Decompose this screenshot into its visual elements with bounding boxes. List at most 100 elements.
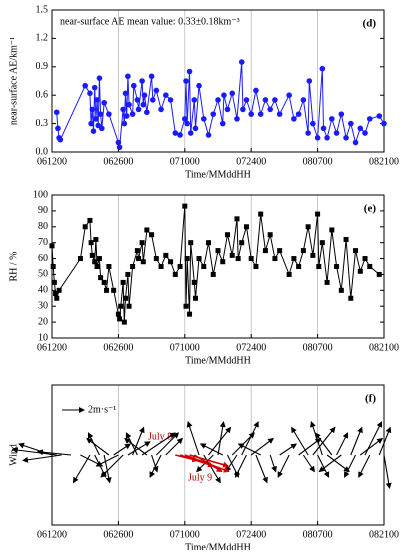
wind-vector (277, 454, 290, 478)
data-point (305, 130, 311, 136)
x-tick-label: 082100 (369, 529, 399, 540)
data-point (139, 240, 145, 246)
data-point (106, 111, 112, 117)
data-point (329, 116, 335, 122)
annotation: July 9 (188, 472, 212, 483)
y-tick-label: 60 (38, 253, 48, 264)
data-point (196, 256, 202, 262)
x-tick-label: 072400 (236, 342, 266, 353)
data-point (153, 87, 160, 94)
wind-vector (72, 454, 91, 484)
data-point (122, 90, 129, 97)
wind-vector (312, 426, 336, 456)
wind-vector (336, 432, 349, 456)
wind-vector (124, 437, 148, 456)
x-tick-label: 061200 (37, 156, 67, 167)
annotation: near-surface AE mean value: 0.33±0.18km⁻… (60, 16, 240, 27)
y-tick-label: 1.5 (36, 4, 49, 15)
data-point (121, 319, 127, 325)
data-point (149, 232, 155, 238)
data-point (316, 264, 322, 269)
data-point (201, 264, 207, 269)
wind-vector (208, 426, 232, 456)
data-point (121, 120, 128, 127)
x-tick-label: 061200 (37, 342, 67, 353)
data-point (123, 113, 130, 119)
data-point (348, 120, 354, 127)
data-point (257, 111, 264, 117)
data-point (123, 295, 129, 301)
data-point (53, 291, 59, 297)
data-point (130, 264, 136, 269)
data-point (187, 130, 194, 136)
data-point (296, 264, 302, 269)
x-axis-label: Time/MMddHH (185, 355, 251, 366)
data-point (267, 106, 273, 113)
wind-vector (358, 454, 371, 478)
wind-vector (298, 437, 322, 456)
wind-vector (21, 454, 62, 463)
data-point (219, 120, 226, 127)
data-point (343, 135, 349, 141)
data-point (286, 271, 292, 277)
data-point (187, 311, 193, 317)
data-point (276, 111, 283, 117)
wind-vector (359, 437, 384, 456)
wind-vector (250, 437, 275, 456)
data-point (54, 295, 60, 301)
data-point (92, 259, 98, 265)
wind-vector (151, 454, 159, 473)
wind-vector (132, 426, 145, 456)
data-point (357, 125, 364, 132)
data-point (235, 256, 241, 262)
data-point (205, 132, 212, 138)
wind-vector (279, 443, 297, 456)
y-tick-label: 20 (38, 316, 48, 327)
x-tick-label: 062600 (103, 529, 133, 540)
y-axis-label: Wind (8, 444, 19, 466)
data-point (125, 73, 131, 80)
data-point (158, 264, 164, 269)
wind-vector (100, 454, 124, 478)
data-point (224, 106, 231, 113)
data-point (82, 224, 88, 230)
data-point (191, 97, 198, 103)
data-point (267, 232, 273, 238)
panel-label: (f) (365, 393, 376, 405)
y-axis-label: RH / % (8, 252, 19, 282)
data-point (238, 59, 245, 65)
data-point (163, 92, 169, 98)
data-point (300, 97, 307, 103)
data-point (243, 224, 249, 230)
x-tick-label: 082100 (369, 156, 399, 167)
panel-label: (e) (364, 203, 377, 215)
data-point (111, 287, 117, 293)
x-axis-label: Time/MMddHH (185, 169, 251, 180)
x-tick-label: 080700 (303, 342, 333, 353)
data-point (253, 264, 259, 269)
data-point (248, 256, 254, 262)
wind-vector (36, 449, 72, 456)
data-point (115, 311, 121, 317)
x-tick-label: 071000 (170, 529, 200, 540)
y-tick-label: 30 (38, 301, 48, 312)
data-point (224, 232, 230, 238)
x-axis-label: Time/MMddHH (185, 542, 251, 550)
data-point (314, 135, 321, 141)
data-point (89, 106, 96, 113)
data-point (89, 252, 95, 258)
data-point (115, 139, 122, 146)
data-point (192, 125, 199, 132)
data-point (300, 248, 306, 254)
data-point (305, 224, 311, 230)
wind-vector (383, 454, 392, 489)
data-point (87, 217, 93, 223)
data-point (362, 130, 368, 136)
data-point (333, 130, 340, 136)
data-point (163, 252, 169, 258)
data-point (352, 139, 359, 146)
data-point (215, 248, 221, 254)
y-tick-label: 0.9 (36, 61, 49, 72)
data-point (90, 128, 97, 134)
data-point (134, 97, 141, 103)
